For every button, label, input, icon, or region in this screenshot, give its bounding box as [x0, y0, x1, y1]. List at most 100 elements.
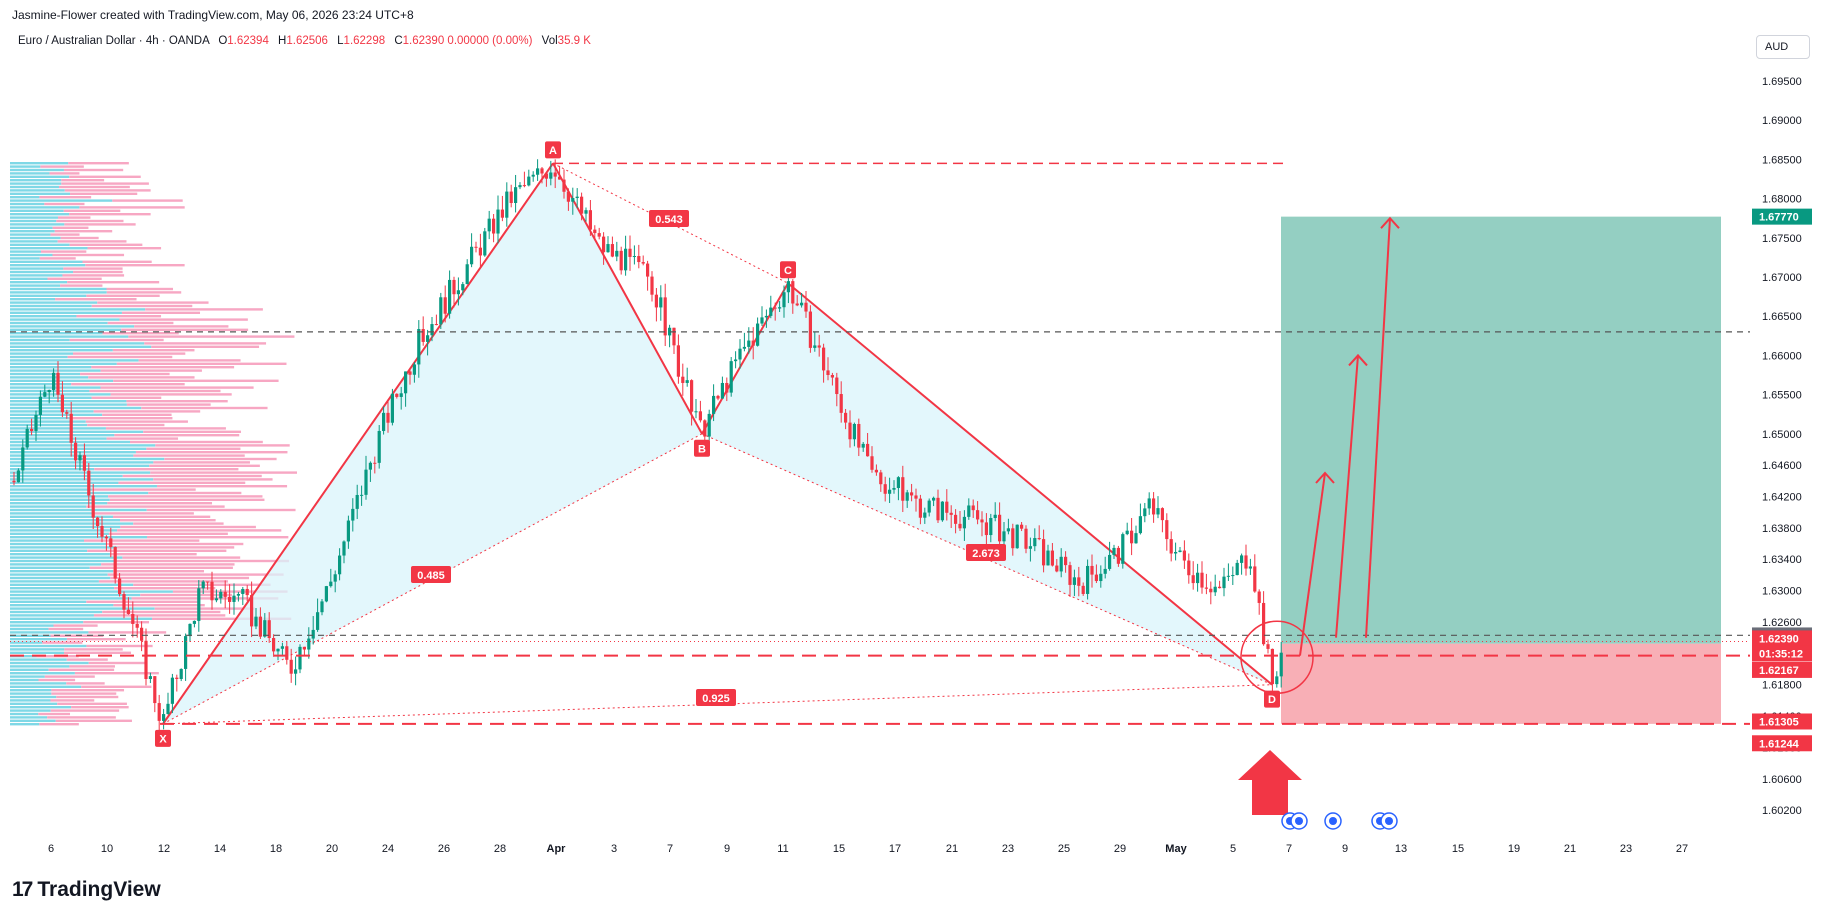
- candle-body: [355, 494, 359, 509]
- candle-body: [1002, 531, 1006, 542]
- symbol-title[interactable]: Euro / Australian Dollar · 4h · OANDA: [18, 35, 210, 47]
- candle-body: [113, 546, 117, 579]
- profile-bar-down: [56, 695, 119, 699]
- profile-bar-up: [10, 678, 39, 682]
- profile-bar-up: [10, 430, 144, 433]
- price-tick-label: 1.69500: [1762, 76, 1802, 88]
- profile-bar-up: [10, 423, 88, 427]
- profile-bar-up: [10, 505, 87, 508]
- candle-body: [756, 323, 760, 346]
- projection-arrowhead: [1348, 353, 1368, 367]
- candle-body: [1235, 562, 1239, 576]
- candle-body: [751, 340, 755, 346]
- profile-bar-up: [10, 216, 58, 219]
- profile-bar-down: [97, 301, 209, 304]
- candle-body: [78, 455, 82, 461]
- profile-bar-up: [10, 162, 69, 165]
- candle-body: [56, 372, 60, 395]
- candle-body: [206, 581, 210, 583]
- candle-body: [804, 302, 808, 312]
- profile-bar-down: [63, 267, 123, 270]
- price-tick-label: 1.61800: [1762, 680, 1802, 692]
- profile-bar-up: [10, 621, 84, 624]
- profile-bar-down: [116, 362, 287, 365]
- profile-bar-up: [10, 672, 75, 675]
- countdown-tag-box: [1752, 645, 1812, 662]
- candle-body: [505, 191, 509, 218]
- profile-bar-down: [72, 352, 186, 355]
- profile-bar-up: [10, 281, 68, 284]
- candle-body: [518, 185, 522, 188]
- profile-bar-up: [10, 522, 134, 525]
- candle-body: [707, 413, 711, 437]
- candle-body: [1094, 574, 1098, 582]
- pattern-point-d: D: [1268, 694, 1276, 706]
- candle-body: [1279, 652, 1283, 677]
- profile-bar-down: [135, 451, 288, 454]
- candle-body: [496, 209, 500, 234]
- profile-bar-down: [126, 400, 228, 403]
- profile-bar-down: [38, 678, 76, 682]
- profile-bar-down: [73, 270, 123, 274]
- close-value: 1.62390: [402, 35, 445, 47]
- fib-ratio-label: 2.673: [972, 548, 1000, 560]
- tradingview-logo[interactable]: 17 TradingView: [12, 878, 161, 902]
- price-tick-label: 1.60600: [1762, 774, 1802, 786]
- time-tick-label: 7: [667, 843, 673, 855]
- profile-bar-down: [47, 716, 116, 719]
- candle-body: [439, 297, 443, 325]
- candle-body: [962, 516, 966, 529]
- target-price-tag-box: [1752, 208, 1812, 225]
- candle-body: [1134, 533, 1138, 544]
- profile-bar-up: [10, 168, 64, 172]
- profile-bar-down: [112, 515, 211, 518]
- profile-bar-down: [64, 648, 123, 651]
- profile-bar-down: [117, 546, 235, 549]
- candle-body: [272, 638, 276, 652]
- currency-selector[interactable]: AUD: [1756, 35, 1810, 59]
- profile-bar-up: [10, 247, 88, 250]
- profile-bar-down: [81, 685, 152, 688]
- candle-body: [610, 244, 614, 257]
- price-tags: 1.677701.624281.6239001:35:121.621671.61…: [1752, 208, 1812, 752]
- profile-bar-up: [10, 260, 83, 263]
- candle-body: [382, 412, 386, 431]
- price-tick-label: 1.64200: [1762, 492, 1802, 504]
- candle-body: [351, 508, 355, 521]
- profile-bar-down: [51, 692, 117, 695]
- price-tick-label: 1.62600: [1762, 617, 1802, 629]
- time-tick-label: 20: [326, 843, 338, 855]
- candle-body: [426, 335, 430, 342]
- candle-body: [250, 595, 254, 627]
- candle-body: [826, 370, 830, 376]
- profile-bar-up: [10, 495, 109, 498]
- candle-body: [1064, 556, 1068, 566]
- candle-body: [201, 581, 205, 589]
- profile-bar-down: [140, 593, 233, 597]
- candle-body: [69, 413, 73, 443]
- profile-bar-up: [10, 342, 145, 345]
- profile-bar-up: [10, 325, 135, 328]
- profile-bar-up: [10, 525, 121, 529]
- profile-bar-down: [122, 474, 262, 478]
- price-tick-label: 1.67000: [1762, 272, 1802, 284]
- profile-bar-down: [146, 447, 241, 450]
- profile-bar-down: [146, 536, 289, 539]
- candle-body: [1042, 539, 1046, 566]
- profile-bar-up: [10, 349, 113, 352]
- projection-arrowhead: [1380, 216, 1400, 229]
- profile-bar-up: [10, 553, 110, 556]
- candle-body: [698, 411, 702, 421]
- candle-body: [778, 307, 782, 309]
- time-tick-label: 13: [1395, 843, 1407, 855]
- candle-body: [747, 340, 751, 347]
- profile-bar-down: [51, 689, 125, 692]
- profile-bar-up: [10, 597, 132, 600]
- profile-bar-up: [10, 332, 103, 335]
- stop-zone: [1281, 643, 1721, 724]
- profile-bar-up: [10, 631, 89, 634]
- candle-body: [1178, 550, 1182, 552]
- profile-bar-up: [10, 593, 141, 597]
- candle-body: [184, 636, 188, 669]
